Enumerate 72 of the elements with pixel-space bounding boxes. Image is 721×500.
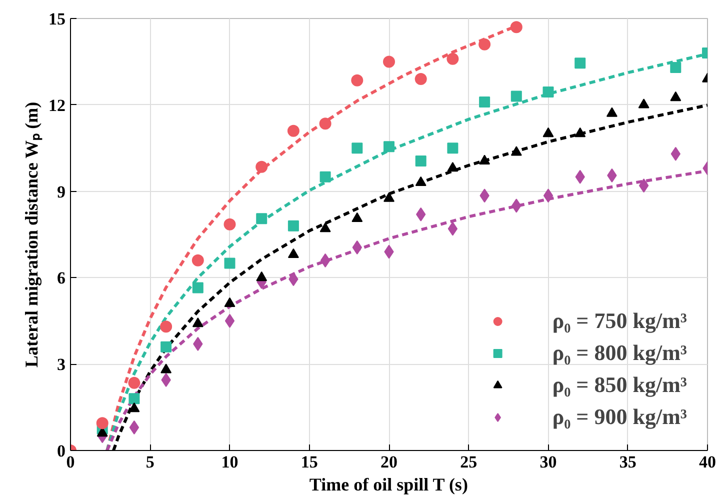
- point: [160, 341, 172, 352]
- point: [129, 420, 140, 434]
- point: [352, 142, 363, 154]
- point: [192, 282, 204, 294]
- point: [288, 248, 299, 258]
- point: [224, 297, 236, 308]
- point: [448, 222, 458, 236]
- y-axis-title: Lateral migration distance Wₚ (m): [22, 102, 42, 368]
- point: [256, 271, 268, 282]
- point: [128, 393, 140, 404]
- point: [638, 178, 649, 193]
- point: [510, 90, 522, 102]
- x-tick-label: 5: [146, 452, 154, 472]
- point: [192, 318, 204, 328]
- point: [384, 141, 394, 152]
- point: [542, 127, 554, 138]
- point: [606, 107, 618, 117]
- point: [383, 56, 395, 68]
- point: [96, 417, 108, 430]
- point: [224, 258, 236, 269]
- point: [352, 212, 363, 222]
- point: [320, 171, 331, 182]
- point: [256, 213, 268, 224]
- x-tick-label: 30: [540, 452, 557, 472]
- point: [479, 154, 490, 164]
- point: [479, 96, 490, 108]
- legend-label: ρ₀ = 900 kg/m³: [552, 404, 687, 430]
- point: [543, 188, 554, 203]
- point: [160, 320, 172, 333]
- point: [192, 254, 204, 266]
- point: [384, 192, 394, 202]
- x-axis-title: Time of oil spill T (s): [309, 474, 468, 494]
- point: [478, 38, 491, 50]
- point: [415, 156, 426, 167]
- point: [414, 72, 427, 85]
- x-tick-label: 35: [619, 452, 636, 472]
- y-tick-label: 3: [57, 355, 66, 374]
- point: [670, 91, 682, 102]
- point: [160, 364, 172, 374]
- point: [224, 218, 236, 230]
- point: [670, 62, 682, 73]
- point: [256, 160, 268, 173]
- legend-label: ρ₀ = 800 kg/m³: [552, 340, 687, 366]
- point: [224, 314, 235, 328]
- x-tick-label: 15: [300, 452, 318, 472]
- y-tick-label: 15: [48, 10, 66, 28]
- point: [320, 222, 331, 232]
- y-tick-label: 12: [48, 96, 66, 115]
- point: [447, 142, 458, 154]
- point: [542, 86, 554, 98]
- point: [574, 127, 586, 138]
- x-tick-label: 20: [380, 452, 398, 472]
- y-tick-label: 9: [57, 182, 66, 202]
- point: [447, 162, 458, 172]
- point: [288, 220, 299, 232]
- point: [128, 376, 140, 389]
- point: [574, 58, 586, 69]
- x-tick-label: 25: [460, 452, 478, 472]
- point: [319, 118, 332, 130]
- point: [510, 146, 522, 156]
- point: [415, 176, 426, 186]
- x-tick-label: 10: [221, 452, 238, 472]
- point: [510, 21, 522, 34]
- point: [287, 124, 300, 137]
- point: [638, 98, 650, 108]
- y-tick-label: 6: [57, 268, 66, 288]
- point: [320, 253, 330, 268]
- x-tick-label: 40: [699, 452, 716, 472]
- legend-label: ρ₀ = 750 kg/m³: [552, 308, 687, 334]
- point: [446, 52, 459, 65]
- point: [351, 74, 364, 86]
- legend-label: ρ₀ = 850 kg/m³: [552, 372, 687, 398]
